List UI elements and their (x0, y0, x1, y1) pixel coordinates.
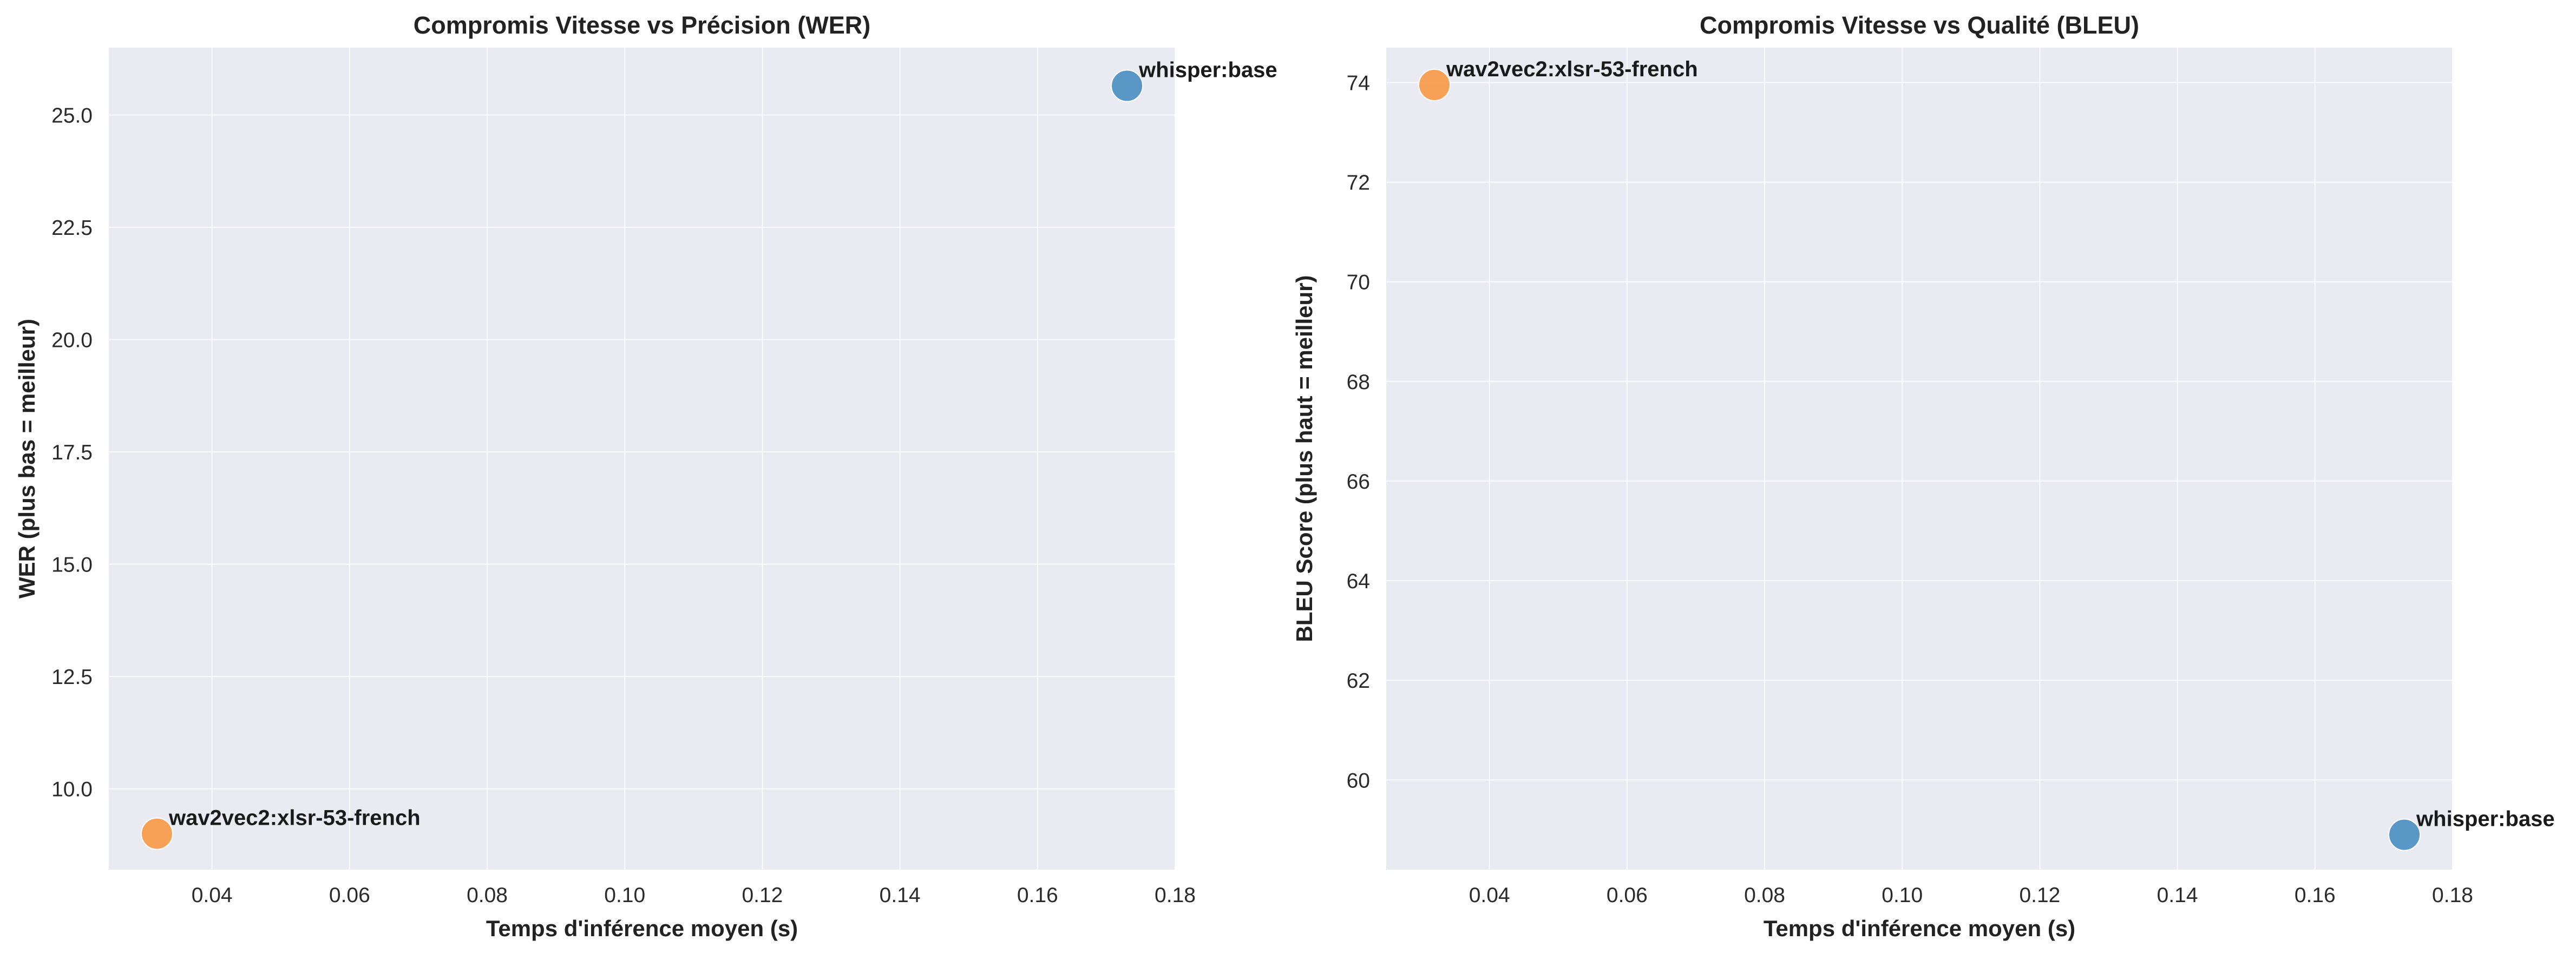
point-label-bleu-1: whisper:base (2416, 807, 2555, 831)
point-label-wer-0: whisper:base (1138, 58, 1277, 82)
x-tick-label-wer-3: 0.10 (604, 884, 645, 907)
x-tick-label-bleu-2: 0.08 (1744, 884, 1785, 907)
point-wer-whisper-base (1111, 69, 1144, 102)
x-tick-label-bleu-6: 0.16 (2295, 884, 2336, 907)
x-tick-label-bleu-1: 0.06 (1607, 884, 1648, 907)
point-bleu-whisper-base (2388, 818, 2421, 851)
y-tick-label-wer-6: 25.0 (51, 104, 93, 128)
x-tick-label-wer-0: 0.04 (192, 884, 233, 907)
x-axis-label-bleu: Temps d'inférence moyen (s) (1764, 916, 2075, 941)
x-tick-label-bleu-7: 0.18 (2432, 884, 2473, 907)
y-tick-label-bleu-1: 62 (1347, 669, 1370, 693)
chart-title-wer: Compromis Vitesse vs Précision (WER) (414, 11, 870, 39)
y-tick-label-bleu-7: 74 (1347, 71, 1370, 95)
panel-marks-wer: 0.04 0.06 0.08 0.10 0.12 0.14 0.16 0.18 10.0 12.5… (51, 48, 1277, 907)
x-tick-label-bleu-4: 0.12 (2019, 884, 2060, 907)
y-axis-label-wer: WER (plus bas = meilleur) (14, 319, 40, 599)
plot-area-wer (109, 48, 1175, 870)
y-tick-label-wer-0: 10.0 (51, 778, 93, 801)
x-tick-label-bleu-0: 0.04 (1469, 884, 1510, 907)
chart-title-bleu: Compromis Vitesse vs Qualité (BLEU) (1700, 11, 2139, 39)
point-label-wer-1: wav2vec2:xlsr-53-french (168, 806, 421, 830)
point-wer-wav2vec2-xlsr-53-french (140, 817, 173, 850)
y-tick-label-wer-5: 22.5 (51, 216, 93, 240)
y-tick-label-bleu-5: 70 (1347, 271, 1370, 294)
y-tick-label-bleu-2: 64 (1347, 570, 1370, 593)
y-tick-label-bleu-0: 60 (1347, 769, 1370, 792)
y-tick-label-bleu-6: 72 (1347, 172, 1370, 195)
plot-area-bleu (1386, 48, 2453, 870)
y-tick-label-wer-4: 20.0 (51, 329, 93, 352)
x-tick-label-wer-6: 0.16 (1017, 884, 1058, 907)
x-tick-label-bleu-3: 0.10 (1882, 884, 1923, 907)
x-tick-label-wer-4: 0.12 (742, 884, 783, 907)
y-tick-label-wer-3: 17.5 (51, 441, 93, 464)
point-bleu-wav2vec2-xlsr-53-french (1418, 69, 1451, 102)
x-tick-label-wer-1: 0.06 (329, 884, 370, 907)
y-tick-label-bleu-3: 66 (1347, 470, 1370, 494)
x-tick-label-wer-5: 0.14 (880, 884, 921, 907)
panel-marks-bleu: 0.04 0.06 0.08 0.10 0.12 0.14 0.16 0.18 60 62 64 66… (1347, 48, 2555, 907)
x-axis-label-wer: Temps d'inférence moyen (s) (486, 916, 798, 941)
x-tick-label-wer-7: 0.18 (1155, 884, 1196, 907)
y-tick-label-wer-1: 12.5 (51, 666, 93, 689)
y-tick-label-wer-2: 15.0 (51, 554, 93, 577)
x-tick-label-wer-2: 0.08 (467, 884, 508, 907)
x-tick-label-bleu-5: 0.14 (2157, 884, 2198, 907)
y-axis-label-bleu: BLEU Score (plus haut = meilleur) (1292, 275, 1317, 642)
point-label-bleu-0: wav2vec2:xlsr-53-french (1446, 57, 1698, 81)
y-tick-label-bleu-4: 68 (1347, 371, 1370, 394)
